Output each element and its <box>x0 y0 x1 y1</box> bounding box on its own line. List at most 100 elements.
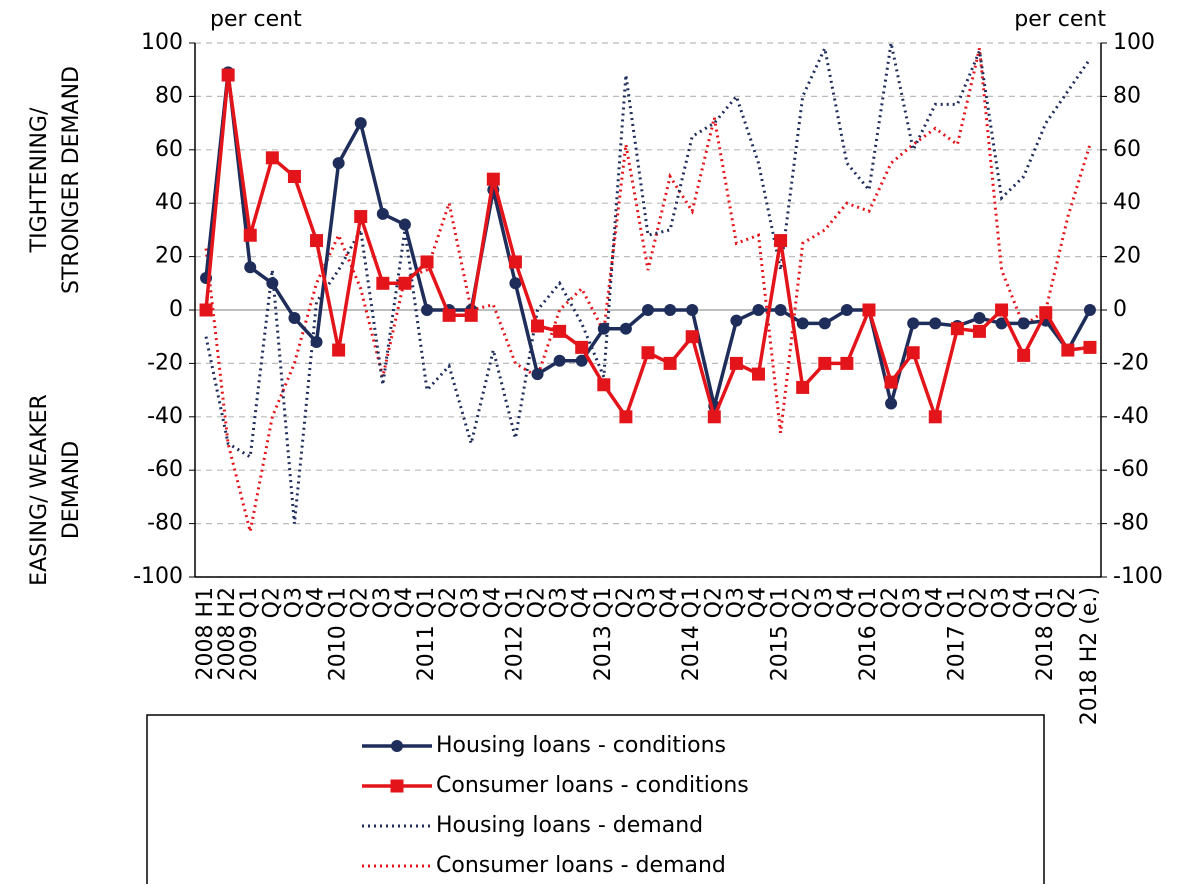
marker <box>972 324 986 338</box>
marker <box>840 356 854 370</box>
x-tick-label: Q3 <box>900 587 925 618</box>
x-tick-label: Q3 <box>989 587 1014 618</box>
marker <box>664 304 677 316</box>
x-tick-label: 2017 Q1 <box>944 587 969 681</box>
marker <box>928 410 942 424</box>
marker <box>818 356 832 370</box>
marker <box>973 312 986 325</box>
marker <box>265 151 279 165</box>
x-tick-label: Q3 <box>723 587 748 618</box>
marker <box>421 304 434 316</box>
marker <box>376 276 390 290</box>
marker <box>929 317 942 330</box>
x-tick-label: Q3 <box>547 587 572 618</box>
marker <box>796 380 810 394</box>
marker <box>575 354 588 367</box>
marker <box>243 228 257 242</box>
marker <box>442 308 456 322</box>
y2-tick-label: -100 <box>1113 564 1163 589</box>
marker <box>597 322 610 335</box>
marker <box>729 356 743 370</box>
marker <box>840 304 853 316</box>
legend-label: Consumer loans - conditions <box>436 773 749 798</box>
marker <box>509 277 522 290</box>
marker <box>464 308 478 322</box>
left-unit: per cent <box>210 7 302 32</box>
marker <box>354 117 367 130</box>
marker <box>597 378 611 392</box>
marker <box>619 410 633 424</box>
legend-label: Housing loans - demand <box>436 813 703 838</box>
marker <box>199 303 213 317</box>
marker <box>1017 348 1031 362</box>
marker <box>287 170 301 183</box>
x-tick-label: Q4 <box>569 587 594 618</box>
x-tick-label: Q3 <box>281 587 306 618</box>
marker <box>995 317 1008 330</box>
y-tick-label: 0 <box>169 297 183 322</box>
y2-tick-label: 80 <box>1113 83 1141 108</box>
x-tick-label: Q3 <box>370 587 395 618</box>
y2-tick-label: -40 <box>1113 404 1149 429</box>
marker <box>531 368 544 381</box>
x-tick-label: 2012 Q1 <box>502 587 527 681</box>
x-tick-label: 2018 Q1 <box>1033 587 1058 681</box>
y-tick-label: 80 <box>155 83 183 108</box>
legend-label: Consumer loans - demand <box>436 853 726 878</box>
x-tick-label: Q2 <box>525 587 550 618</box>
x-tick-label: 2015 Q1 <box>768 587 793 681</box>
y-tick-label: -60 <box>147 457 183 482</box>
marker <box>730 314 743 327</box>
x-tick-label: Q2 <box>878 587 903 618</box>
conditions-line <box>204 74 1091 423</box>
marker <box>1039 306 1053 320</box>
demand-line <box>204 47 1092 532</box>
x-tick-label: Q3 <box>812 587 837 618</box>
x-tick-label: 2016 Q1 <box>856 587 881 681</box>
marker <box>376 207 389 220</box>
marker <box>332 157 345 170</box>
marker <box>752 304 765 316</box>
marker <box>707 410 721 424</box>
x-tick-label: Q3 <box>635 587 660 618</box>
marker <box>531 319 545 333</box>
marker <box>575 340 589 354</box>
marker <box>685 330 699 344</box>
x-tick-label: Q2 <box>701 587 726 618</box>
marker <box>995 303 1009 317</box>
x-tick-label: Q2 <box>613 587 638 618</box>
x-tick-label: 2008 H1 <box>193 587 218 681</box>
x-tick-label: Q2 <box>1055 587 1080 618</box>
x-tick-label: 2009 Q1 <box>237 587 262 681</box>
x-tick-label: Q2 <box>259 587 284 618</box>
marker <box>486 172 500 186</box>
marker <box>642 304 654 316</box>
marker <box>751 367 765 381</box>
right-unit: per cent <box>1014 7 1106 32</box>
marker <box>244 261 257 274</box>
x-tick-label: Q4 <box>657 587 682 618</box>
marker <box>641 346 655 360</box>
marker <box>818 317 831 330</box>
x-tick-label: Q3 <box>458 587 483 618</box>
marker <box>310 234 324 248</box>
marker <box>686 304 699 316</box>
y2-tick-label: 0 <box>1113 297 1127 322</box>
x-tick-label: 2008 H2 <box>215 587 240 681</box>
marker <box>774 234 788 248</box>
y-tick-label: -20 <box>147 350 183 375</box>
marker <box>390 779 404 793</box>
x-tick-label: Q4 <box>922 587 947 618</box>
y-tick-label: 100 <box>141 30 183 55</box>
marker <box>884 375 898 389</box>
y-tick-label: -40 <box>147 404 183 429</box>
marker <box>266 277 279 290</box>
marker <box>907 317 920 330</box>
marker <box>796 317 809 330</box>
x-tick-label: Q4 <box>392 587 417 618</box>
x-tick-label: 2011 Q1 <box>414 587 439 681</box>
marker <box>1017 317 1030 330</box>
y-axis-title: TIGHTENING/ <box>27 107 52 253</box>
y2-tick-label: -80 <box>1113 511 1149 536</box>
